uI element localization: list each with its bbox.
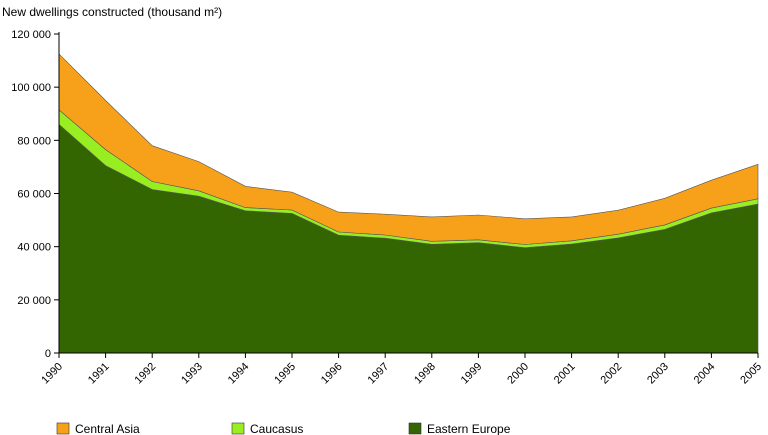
y-tick-label: 100 000 — [11, 82, 51, 94]
legend-label-central-asia: Central Asia — [75, 422, 140, 435]
area-layers — [58, 53, 759, 354]
x-tick-label: 1990 — [39, 361, 65, 387]
legend-swatch-caucasus — [231, 422, 245, 435]
x-tick-label: 1999 — [459, 361, 485, 387]
x-tick-label: 1996 — [319, 361, 345, 387]
y-tick-label: 40 000 — [17, 242, 51, 254]
y-tick-labels: 0 20 000 40 000 60 000 80 000 100 000 120 000 — [11, 29, 51, 360]
x-tick-label: 2004 — [692, 361, 718, 387]
x-tick-label: 2001 — [552, 361, 578, 387]
legend-swatch-eastern-europe — [408, 422, 422, 435]
x-tick-label: 2003 — [645, 361, 671, 387]
legend-swatch-central-asia — [56, 422, 70, 435]
x-tick-label: 1993 — [179, 361, 205, 387]
x-tick-label: 2002 — [599, 361, 625, 387]
y-tick-label: 0 — [45, 348, 51, 360]
y-tick-label: 20 000 — [17, 295, 51, 307]
y-tick-label: 80 000 — [17, 135, 51, 147]
x-tick-label: 1992 — [133, 361, 159, 387]
x-tick-label: 1995 — [272, 361, 298, 387]
y-tick-label: 60 000 — [17, 189, 51, 201]
legend-label-eastern-europe: Eastern Europe — [427, 422, 511, 435]
x-tick-label: 1994 — [226, 361, 252, 387]
x-tick-label: 1998 — [412, 361, 438, 387]
area-central-asia — [58, 53, 759, 245]
x-tick-label: 1991 — [86, 361, 112, 387]
y-axis-title: New dwellings constructed (thousand m²) — [2, 5, 222, 19]
legend-label-caucasus: Caucasus — [250, 422, 303, 435]
x-tick-label: 1997 — [366, 361, 392, 387]
x-tick-label: 2000 — [505, 361, 531, 387]
axes — [54, 32, 759, 358]
x-tick-labels: 1990 1991 1992 1993 1994 1995 1996 1997 1998 1999… — [39, 361, 764, 387]
legend: Central Asia Caucasus Eastern Europe — [56, 422, 511, 435]
y-tick-label: 120 000 — [11, 29, 51, 41]
x-tick-label: 2005 — [738, 361, 764, 387]
